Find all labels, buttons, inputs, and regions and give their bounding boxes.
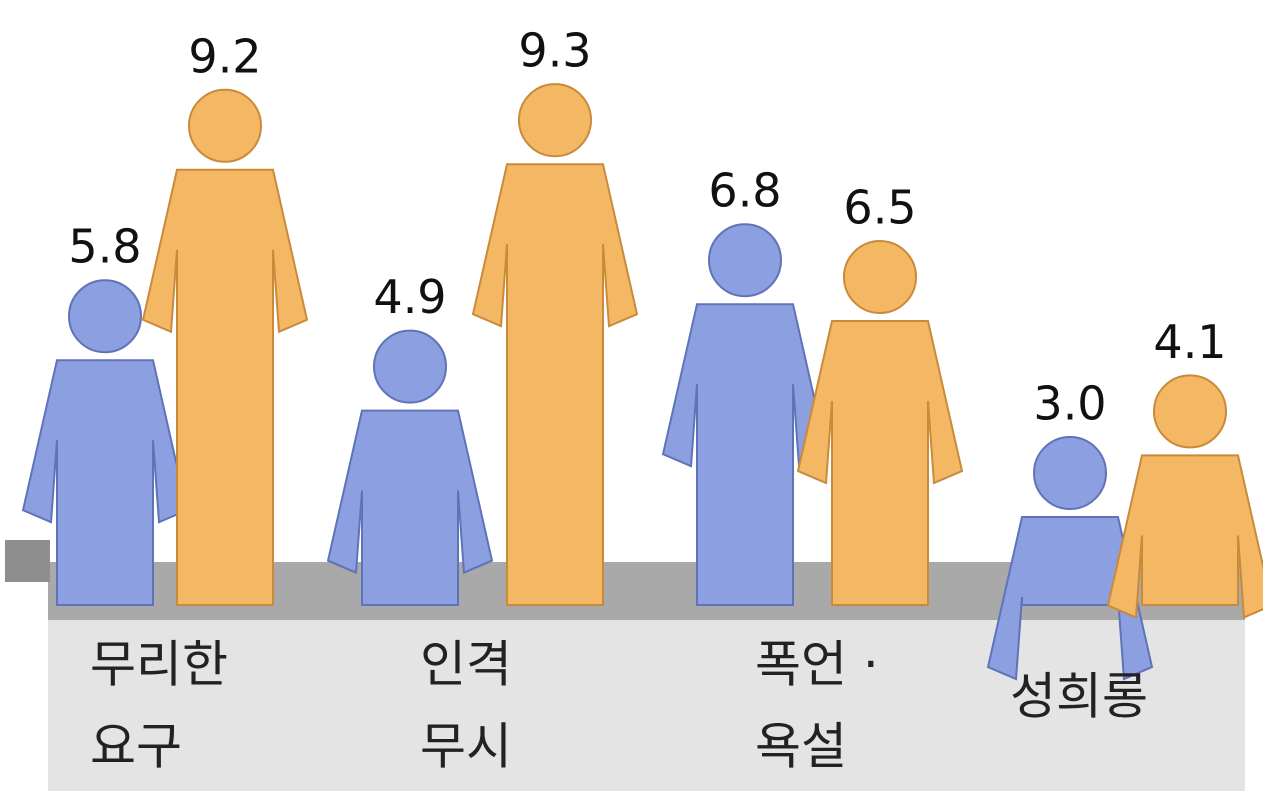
category-label: 욕설 <box>755 718 847 776</box>
value-label: 3.0 <box>1033 377 1106 431</box>
value-label: 9.3 <box>518 24 591 78</box>
person-bar <box>798 241 962 605</box>
category-label: 요구 <box>90 718 182 776</box>
person-bar <box>143 90 307 605</box>
category-label: 폭언 · <box>755 636 879 694</box>
person-bar <box>328 331 492 605</box>
page: {"chart_data": {"type": "pictogram", "ca… <box>0 0 1263 791</box>
person-bar <box>663 224 827 605</box>
value-label: 6.5 <box>843 181 916 235</box>
category-label: 무리한 <box>90 636 228 694</box>
category-label: 인격 <box>420 636 512 694</box>
category-label: 무시 <box>420 718 512 776</box>
chart: 5.8 4.9 6.8 3.0 9.2 9.3 6.5 4.1 무리한요구 인격무시 폭언 · 욕설 성… <box>0 0 1263 791</box>
value-label: 5.8 <box>68 220 141 274</box>
value-label: 9.2 <box>188 29 261 83</box>
category-label: 성희롱 <box>1010 668 1148 726</box>
platform-edge <box>5 540 50 582</box>
person-bar <box>473 84 637 605</box>
value-label: 4.1 <box>1153 315 1226 369</box>
value-label: 6.8 <box>708 164 781 218</box>
value-label: 4.9 <box>373 270 446 324</box>
